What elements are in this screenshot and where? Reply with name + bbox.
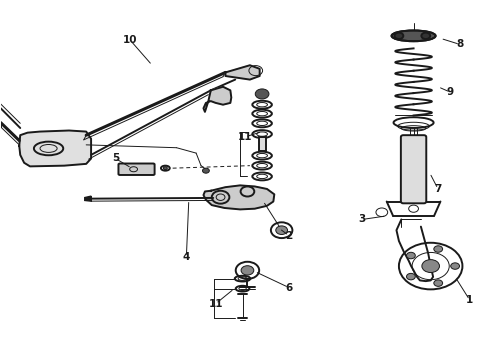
Circle shape <box>434 280 442 286</box>
Circle shape <box>163 167 167 170</box>
Text: 4: 4 <box>183 252 190 262</box>
Circle shape <box>241 266 254 275</box>
Circle shape <box>407 273 416 280</box>
Polygon shape <box>225 65 260 80</box>
Polygon shape <box>19 131 91 166</box>
Text: 9: 9 <box>447 87 454 97</box>
FancyBboxPatch shape <box>119 163 155 175</box>
Text: 2: 2 <box>285 231 293 240</box>
Text: 11: 11 <box>238 132 252 142</box>
Text: 3: 3 <box>359 215 366 224</box>
Polygon shape <box>203 87 231 112</box>
FancyBboxPatch shape <box>401 135 426 203</box>
Text: 1: 1 <box>466 295 473 305</box>
Text: 10: 10 <box>123 35 137 45</box>
Text: 6: 6 <box>285 283 293 293</box>
Circle shape <box>422 260 440 273</box>
Text: 8: 8 <box>456 40 464 49</box>
Circle shape <box>276 226 288 234</box>
Text: 7: 7 <box>434 184 441 194</box>
Polygon shape <box>203 185 274 210</box>
Circle shape <box>407 252 416 259</box>
Circle shape <box>255 89 269 99</box>
Ellipse shape <box>392 31 436 41</box>
Ellipse shape <box>421 33 430 39</box>
Text: 5: 5 <box>112 153 119 163</box>
Circle shape <box>434 246 442 252</box>
Bar <box>259 137 266 151</box>
Polygon shape <box>85 196 91 201</box>
Ellipse shape <box>394 33 403 39</box>
Circle shape <box>451 263 460 269</box>
Circle shape <box>202 168 209 173</box>
Text: 11: 11 <box>208 299 223 309</box>
